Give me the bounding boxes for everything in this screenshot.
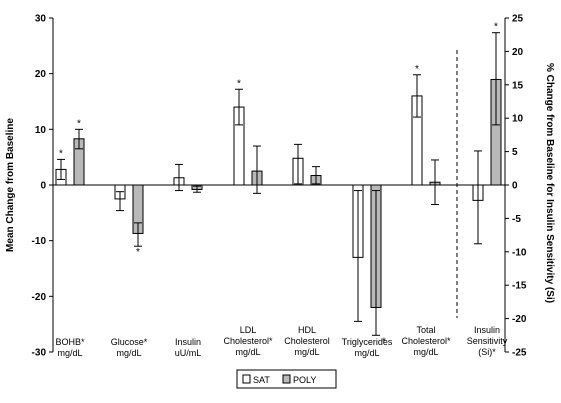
right-tick-label: -20 (512, 314, 527, 325)
legend-swatch-poly (282, 374, 291, 384)
right-tick-label: -15 (512, 281, 527, 292)
right-tick-label: 15 (512, 80, 524, 91)
category-label: uU/mL (175, 348, 202, 358)
right-tick-label: 25 (512, 14, 524, 25)
category-label: Sensitivity (467, 336, 508, 346)
left-tick-label: -10 (32, 236, 47, 247)
right-tick-label: -25 (512, 348, 527, 359)
category-label: mg/dL (57, 348, 82, 358)
category-label: mg/dL (413, 347, 438, 357)
category-label: Insulin (175, 337, 201, 347)
right-tick-label: 0 (512, 181, 518, 192)
significance-star: * (415, 64, 419, 75)
category-label: Total (416, 325, 435, 335)
category-label: Glucose* (111, 337, 148, 347)
significance-star: * (494, 22, 498, 33)
category-label: (Si)* (478, 347, 496, 357)
category-label: BOHB* (55, 337, 85, 347)
right-tick-label: 20 (512, 47, 524, 58)
legend-label-poly: POLY (293, 375, 316, 385)
y-axis-title-left: Mean Change from Baseline (5, 118, 16, 252)
right-tick-label: 5 (512, 147, 518, 158)
legend-swatch-sat (242, 374, 251, 384)
category-label: mg/dL (354, 348, 379, 358)
significance-star: * (59, 148, 63, 159)
significance-star: * (382, 336, 386, 347)
legend-label-sat: SAT (253, 375, 270, 385)
y-axis-title-right: % Change from Baseline for Insulin Sensi… (544, 63, 555, 303)
significance-star: * (77, 118, 81, 129)
category-label: Cholesterol (284, 336, 330, 346)
left-tick-label: 0 (40, 181, 46, 192)
category-label: Cholesterol* (223, 336, 273, 346)
left-tick-label: -30 (32, 348, 47, 359)
category-label: mg/dL (294, 347, 319, 357)
category-label: mg/dL (235, 347, 260, 357)
significance-star: * (136, 247, 140, 258)
left-tick-label: 10 (35, 125, 47, 136)
right-tick-label: -5 (512, 214, 521, 225)
left-tick-label: -20 (32, 292, 47, 303)
category-label: LDL (240, 325, 257, 335)
category-label: HDL (298, 325, 316, 335)
right-tick-label: -10 (512, 247, 527, 258)
left-tick-label: 20 (35, 69, 47, 80)
category-label: Triglycerides (342, 337, 393, 347)
left-tick-label: 30 (35, 14, 47, 25)
category-label: Insulin (474, 325, 500, 335)
right-tick-label: 10 (512, 114, 524, 125)
significance-star: * (237, 78, 241, 89)
category-label: Cholesterol* (401, 336, 451, 346)
category-label: mg/dL (116, 348, 141, 358)
